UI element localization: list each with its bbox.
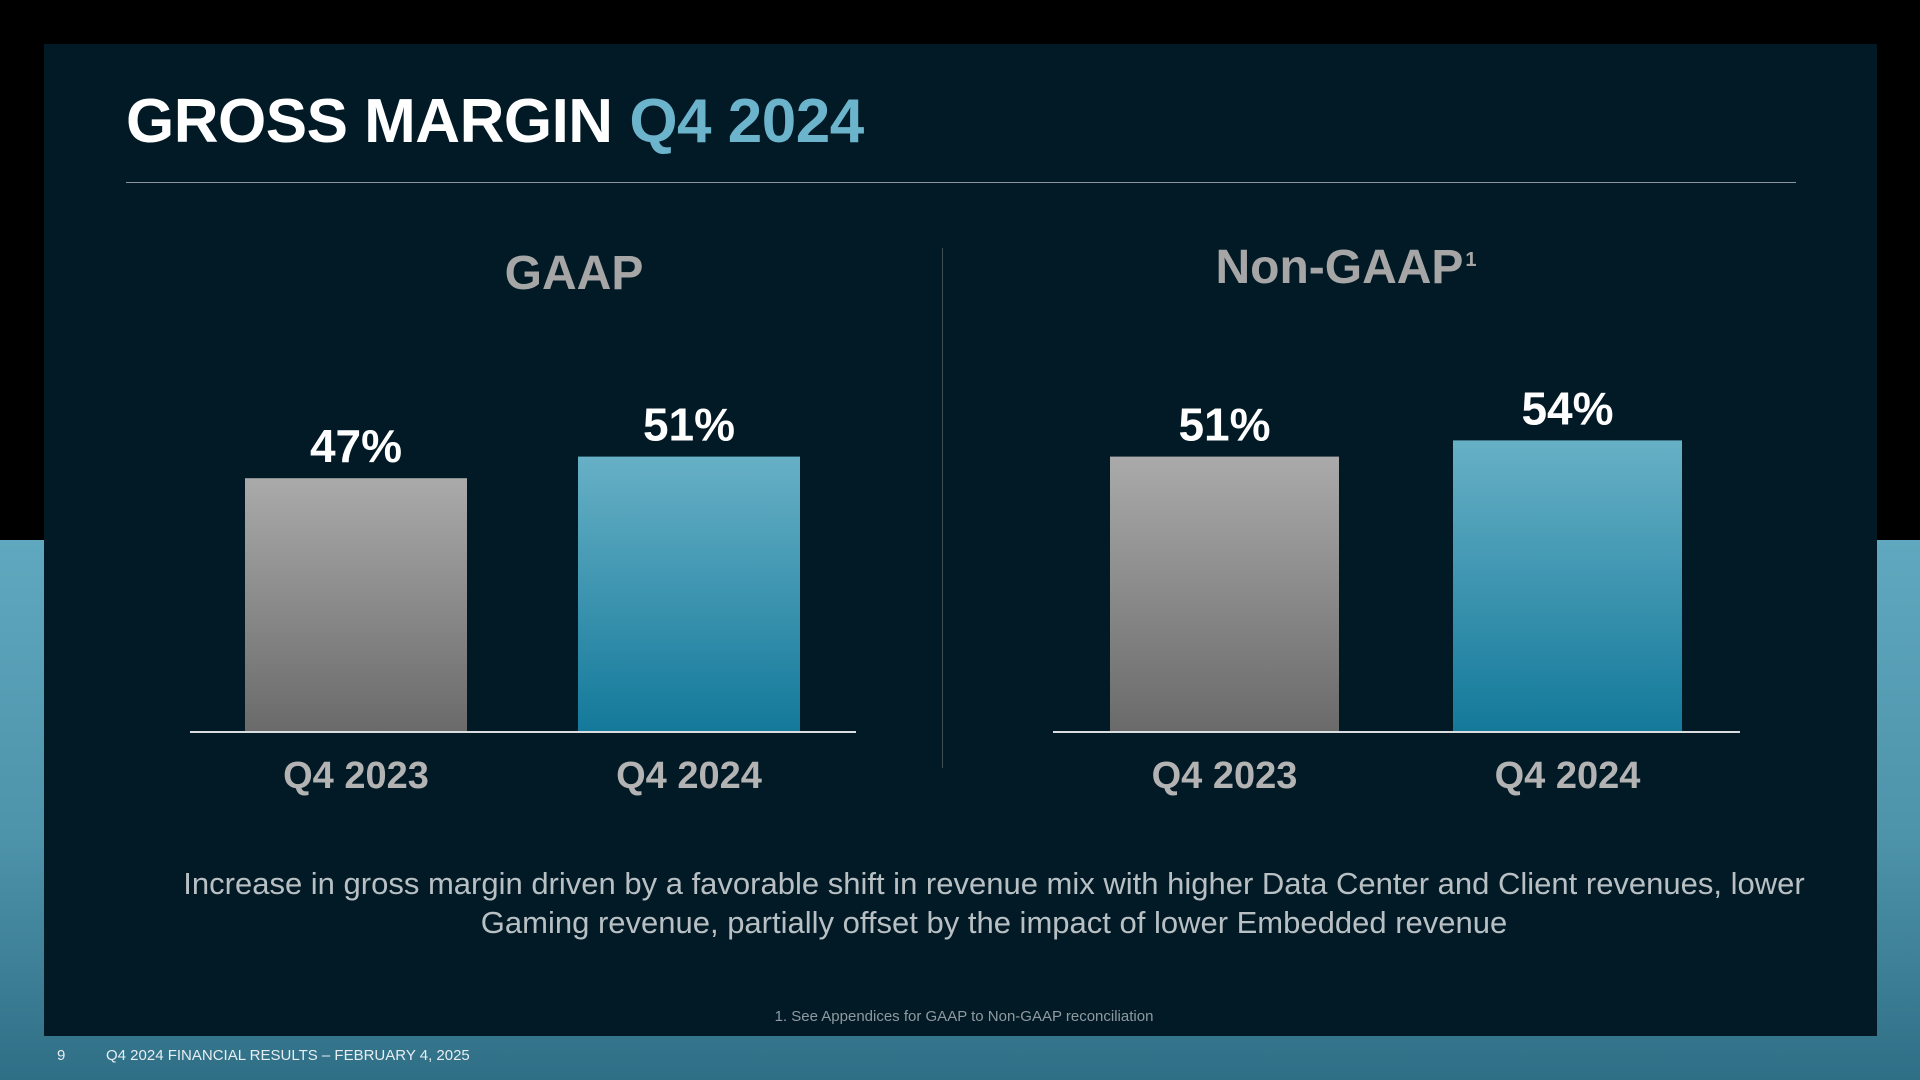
title-main: GROSS MARGIN	[126, 87, 613, 156]
gaap-value-label-1: 47%	[310, 420, 402, 472]
gaap-title-text: GAAP	[504, 247, 644, 300]
nongaap-value-label-2: 54%	[1521, 382, 1613, 434]
gaap-category-label-1: Q4 2023	[283, 755, 429, 797]
nongaap-category-label-2: Q4 2024	[1495, 755, 1641, 797]
footer-text: Q4 2024 FINANCIAL RESULTS – FEBRUARY 4, …	[106, 1047, 470, 1064]
gaap-value-label-2: 51%	[643, 399, 735, 451]
panel-divider	[942, 248, 943, 768]
gaap-bar-1	[245, 478, 467, 732]
slide-title: GROSS MARGIN Q4 2024	[126, 86, 864, 157]
gaap-bar-2	[578, 456, 800, 732]
gaap-panel-title: GAAP	[412, 246, 738, 301]
page-number: 9	[57, 1047, 66, 1064]
nongaap-title-text: Non-GAAP	[1215, 241, 1464, 294]
nongaap-bar-1	[1110, 456, 1339, 732]
footnote: 1. See Appendices for GAAP to Non-GAAP r…	[774, 1008, 1154, 1025]
nongaap-panel-title: Non-GAAP 1	[1166, 240, 1526, 295]
bar-charts: 47% Q4 2023 51% Q4 2024 51% Q4 2023 54% Q4 2024	[190, 382, 1740, 797]
nongaap-category-label-1: Q4 2023	[1152, 755, 1298, 797]
title-rule	[126, 182, 1796, 183]
nongaap-value-label-1: 51%	[1178, 399, 1270, 451]
gaap-category-label-2: Q4 2024	[616, 755, 762, 797]
title-accent: Q4 2024	[629, 87, 864, 156]
nongaap-bar-2	[1453, 440, 1682, 732]
nongaap-title-sup: 1	[1465, 249, 1477, 271]
summary-note: Increase in gross margin driven by a fav…	[183, 866, 1805, 940]
slide: GROSS MARGIN Q4 2024 GAAP Non-GAAP 1 47% Q…	[44, 44, 1877, 1036]
